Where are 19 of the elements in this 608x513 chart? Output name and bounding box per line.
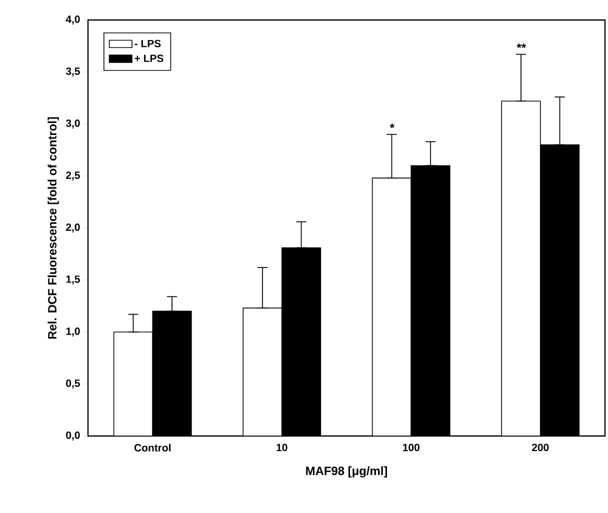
x-axis-title: MAF98 [μg/ml] <box>306 466 388 478</box>
annotation: ** <box>516 44 526 48</box>
y-tick-label: 0,0 <box>66 432 80 440</box>
x-tick-label: 10 <box>276 444 288 452</box>
x-tick-label: 200 <box>532 444 549 452</box>
y-tick-label: 1,5 <box>66 276 80 284</box>
x-tick-label: 100 <box>403 444 420 452</box>
legend-label: + LPS <box>134 54 164 62</box>
y-tick-label: 3,0 <box>66 120 80 128</box>
legend-label: - LPS <box>134 40 161 48</box>
x-tick-label: Control <box>134 444 170 452</box>
y-tick-label: 2,5 <box>66 172 80 180</box>
annotation: * <box>390 124 394 128</box>
y-tick-label: 4,0 <box>66 16 80 24</box>
y-tick-label: 0,5 <box>66 380 80 388</box>
y-axis-title: Rel. DCF Fluorescence [fold of control] <box>48 117 59 339</box>
y-tick-label: 1,0 <box>66 328 80 336</box>
y-tick-label: 3,5 <box>66 68 80 76</box>
y-tick-label: 2,0 <box>66 224 80 232</box>
